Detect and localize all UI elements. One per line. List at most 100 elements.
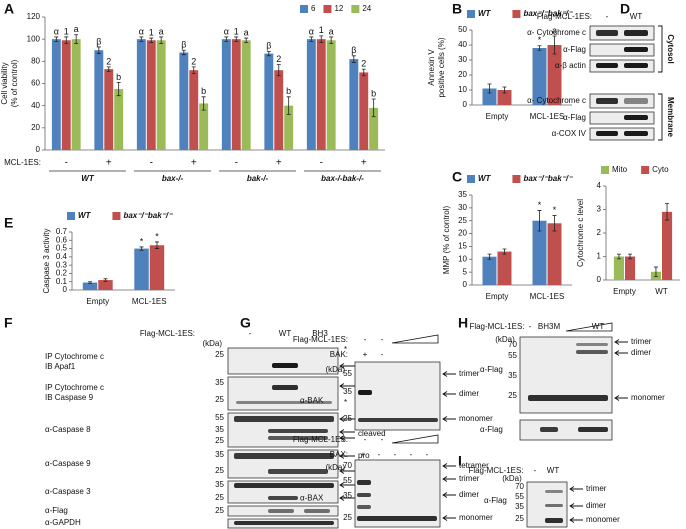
kda-marker: 35 [215, 378, 224, 387]
blot-band [540, 427, 558, 432]
bar [497, 251, 512, 285]
significance-marker: a [329, 26, 334, 36]
legend-label: bax⁻/⁻bak⁻/⁻ [123, 211, 173, 220]
band-note: dimer [459, 490, 479, 499]
legend-swatch [67, 212, 75, 220]
arrow [442, 463, 456, 469]
kda-marker: 25 [215, 466, 224, 475]
band-note: * [344, 345, 347, 354]
panel-letter: A [4, 1, 14, 17]
blot-row-label: IP Cytochrome c [45, 352, 104, 361]
kda-marker: 25 [215, 350, 224, 359]
significance-marker: β [351, 45, 356, 55]
blot-row-label: IP Cytochrome c [45, 383, 104, 392]
y-tick-label: 1 [597, 252, 602, 261]
lane-label: - [381, 435, 384, 444]
error-bar [371, 98, 376, 118]
significance-marker: 2 [191, 56, 196, 66]
blot-band [357, 493, 371, 497]
significance-marker: 1 [64, 26, 69, 36]
y-tick-label: 0.4 [56, 252, 68, 261]
error-bar [224, 36, 229, 42]
error-bar [191, 66, 196, 74]
significance-marker: * [155, 231, 159, 241]
kda-marker: 35 [515, 502, 524, 511]
y-tick-label: 0 [597, 275, 602, 284]
y-tick-label: 0 [36, 145, 41, 154]
significance-marker: β [96, 36, 101, 46]
legend-label: 12 [334, 4, 343, 13]
blot-band [596, 98, 618, 104]
significance-marker: * [538, 200, 542, 210]
blot-row-label: α-Flag [45, 506, 68, 515]
arrow [339, 468, 355, 474]
bar [179, 52, 189, 150]
arrow [339, 495, 355, 501]
band-note: dimer [586, 501, 606, 510]
bar [613, 256, 624, 280]
blot-band [268, 429, 328, 433]
blot-band [624, 30, 648, 36]
error-bar [181, 49, 186, 56]
error-bar [116, 81, 121, 97]
band-note: trimer [459, 369, 480, 378]
lane-label: - [378, 450, 381, 459]
error-bar [319, 35, 324, 43]
blot-protein-label: BAX: [330, 450, 348, 459]
lane-label: WT [592, 322, 605, 331]
arrow [614, 350, 628, 356]
bar [306, 39, 316, 150]
blot-row-label: α-Flag [484, 496, 507, 505]
band-note: dimer [459, 389, 479, 398]
fraction-label: Membrane [666, 97, 675, 138]
error-bar [351, 55, 356, 63]
blot-band [272, 385, 298, 390]
y-tick-label: 100 [27, 34, 41, 43]
y-tick-label: 15 [458, 242, 467, 251]
bar [241, 40, 251, 150]
significance-marker: 1 [319, 25, 324, 35]
significance-marker: a [74, 24, 79, 34]
kda-label: (kDa) [325, 463, 345, 472]
arrow [339, 363, 355, 369]
blot-row-label: α-BAK [300, 396, 324, 405]
arrow [339, 383, 355, 389]
y-tick-label: 5 [463, 267, 468, 276]
error-bar [266, 50, 271, 57]
blot-header: Flag-MCL-1ES: [537, 12, 592, 21]
arrow [442, 371, 456, 377]
legend-swatch [351, 5, 360, 13]
blot-band [234, 521, 334, 525]
arrow [339, 435, 355, 441]
significance-marker: a [159, 26, 164, 36]
arrow [614, 395, 628, 401]
blot-band [234, 453, 334, 459]
x-tick-label: + [191, 158, 197, 169]
blot [519, 336, 613, 414]
blot-row-label: α-Caspase 3 [45, 487, 91, 496]
gradient-triangle [391, 434, 439, 444]
band-note: pro [358, 451, 370, 460]
blot-row-label: α-GAPDH [45, 518, 81, 527]
arrow [442, 515, 456, 521]
x-tick-label: + [106, 158, 112, 169]
significance-marker: 1 [234, 26, 239, 36]
kda-marker: 25 [515, 514, 524, 523]
arrow [442, 416, 456, 422]
bar [274, 70, 284, 150]
blot-band [268, 469, 328, 474]
blot-header: Flag-MCL-1ES: [293, 335, 348, 344]
blot-band [596, 131, 618, 136]
blot-row-label: α-Flag [480, 425, 503, 434]
error-bar [628, 253, 633, 260]
legend-swatch [467, 175, 475, 183]
blot-band [576, 350, 608, 354]
bar [547, 45, 562, 105]
lane-label: - [364, 335, 367, 344]
bar [482, 88, 497, 105]
blot-row-label: α-Flag [563, 113, 586, 122]
legend-label: WT [78, 211, 92, 220]
bar [82, 282, 98, 290]
significance-marker: 2 [106, 56, 111, 66]
